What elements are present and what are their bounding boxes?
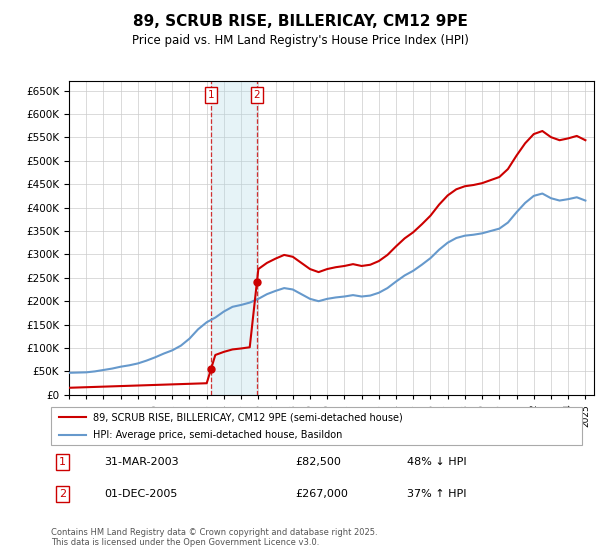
Text: 2: 2 — [59, 489, 66, 500]
Text: HPI: Average price, semi-detached house, Basildon: HPI: Average price, semi-detached house,… — [94, 430, 343, 440]
Text: £267,000: £267,000 — [295, 489, 348, 500]
Text: Price paid vs. HM Land Registry's House Price Index (HPI): Price paid vs. HM Land Registry's House … — [131, 34, 469, 46]
Text: 1: 1 — [59, 457, 66, 467]
Text: 01-DEC-2005: 01-DEC-2005 — [104, 489, 178, 500]
Text: 1: 1 — [208, 90, 214, 100]
Bar — [211, 81, 257, 395]
Text: £82,500: £82,500 — [295, 457, 341, 467]
Text: 2: 2 — [254, 90, 260, 100]
Text: 89, SCRUB RISE, BILLERICAY, CM12 9PE: 89, SCRUB RISE, BILLERICAY, CM12 9PE — [133, 14, 467, 29]
Text: 48% ↓ HPI: 48% ↓ HPI — [407, 457, 466, 467]
Text: 89, SCRUB RISE, BILLERICAY, CM12 9PE (semi-detached house): 89, SCRUB RISE, BILLERICAY, CM12 9PE (se… — [94, 412, 403, 422]
Text: 31-MAR-2003: 31-MAR-2003 — [104, 457, 179, 467]
Text: Contains HM Land Registry data © Crown copyright and database right 2025.
This d: Contains HM Land Registry data © Crown c… — [51, 528, 377, 547]
Text: 37% ↑ HPI: 37% ↑ HPI — [407, 489, 466, 500]
FancyBboxPatch shape — [51, 407, 582, 445]
